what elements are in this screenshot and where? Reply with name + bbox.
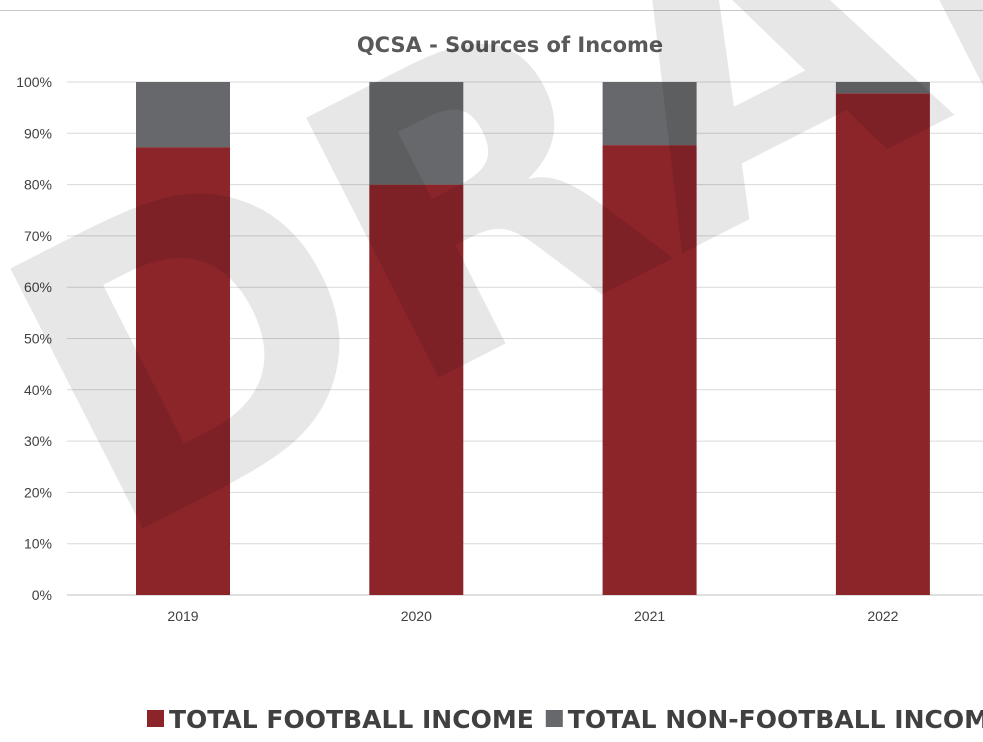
bar-2021-non-football: [602, 82, 697, 146]
y-tick-label: 70%: [24, 228, 52, 244]
y-tick-label: 80%: [24, 177, 52, 193]
legend-label: TOTAL NON-FOOTBALL INCOME: [568, 705, 983, 734]
bar-2020-non-football: [369, 82, 464, 185]
x-tick-label: 2020: [401, 608, 432, 624]
bar-2019-football: [136, 147, 230, 595]
legend: TOTAL FOOTBALL INCOME TOTAL NON-FOOTBALL …: [147, 705, 983, 734]
legend-label: TOTAL FOOTBALL INCOME: [169, 705, 534, 734]
chart-title: QCSA - Sources of Income: [357, 33, 663, 57]
y-tick-label: 50%: [24, 331, 52, 347]
x-tick-label: 2019: [167, 608, 198, 624]
y-tick-label: 10%: [24, 536, 52, 552]
y-tick-label: 60%: [24, 279, 52, 295]
y-tick-label: 100%: [16, 74, 52, 90]
x-tick-label: 2021: [634, 608, 665, 624]
y-tick-label: 30%: [24, 433, 52, 449]
y-tick-label: 20%: [24, 484, 52, 500]
bar-2021-football: [602, 145, 697, 595]
legend-swatch: [147, 710, 164, 727]
bars: [136, 82, 930, 595]
legend-swatch: [545, 710, 563, 727]
x-tick-label: 2022: [867, 608, 898, 624]
bar-2022-non-football: [835, 82, 930, 94]
bar-2020-football: [369, 184, 464, 595]
axes: 0% 10% 20% 30% 40% 50% 60% 70% 80% 90% 100% 2019 202…: [16, 74, 898, 624]
bar-2019-non-football: [136, 82, 230, 148]
y-tick-label: 40%: [24, 382, 52, 398]
top-rule: [0, 10, 983, 11]
bar-2022-football: [835, 93, 930, 595]
y-tick-label: 0%: [32, 587, 52, 603]
y-tick-label: 90%: [24, 125, 52, 141]
